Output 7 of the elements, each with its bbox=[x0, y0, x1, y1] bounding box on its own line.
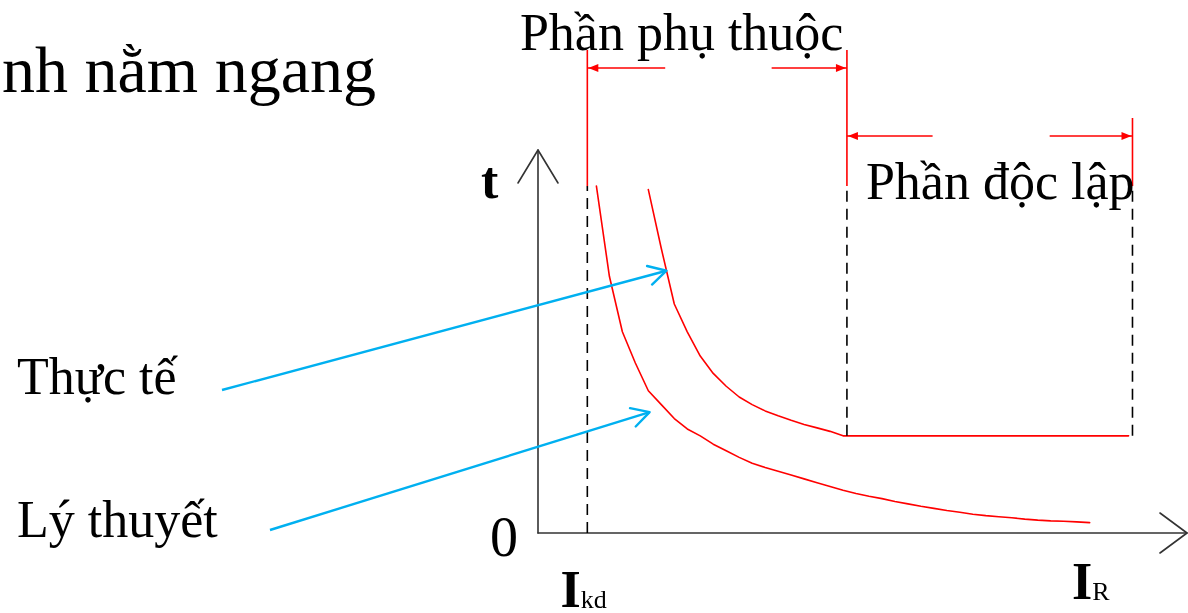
text: nh nằm ngang bbox=[2, 31, 376, 108]
text: Lý thuyết bbox=[17, 489, 218, 550]
text: Phần phụ thuộc bbox=[519, 2, 844, 63]
y-axis-title: t bbox=[481, 150, 499, 211]
annotation: Phần độc lập bbox=[865, 151, 1135, 212]
text: Thực tế bbox=[17, 346, 177, 407]
text: 0 bbox=[490, 504, 518, 570]
